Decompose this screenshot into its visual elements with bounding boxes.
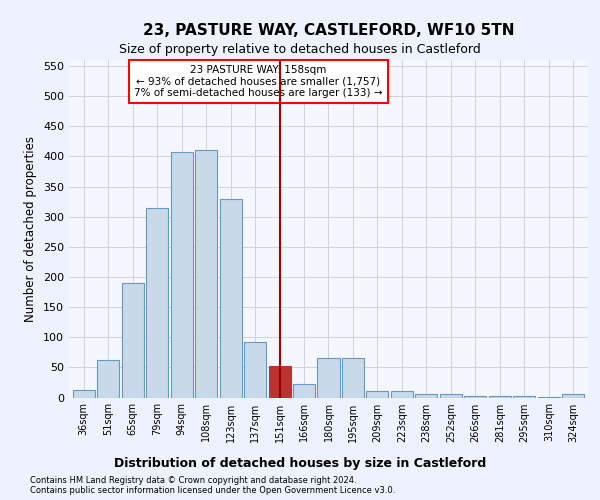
Bar bbox=[562, 394, 584, 398]
Text: Contains public sector information licensed under the Open Government Licence v3: Contains public sector information licen… bbox=[30, 486, 395, 495]
Text: Distribution of detached houses by size in Castleford: Distribution of detached houses by size … bbox=[114, 458, 486, 470]
Bar bbox=[220, 198, 242, 398]
Bar bbox=[367, 391, 388, 398]
Bar bbox=[317, 358, 340, 398]
Text: Contains HM Land Registry data © Crown copyright and database right 2024.: Contains HM Land Registry data © Crown c… bbox=[30, 476, 356, 485]
Bar bbox=[514, 396, 535, 398]
Bar bbox=[244, 342, 266, 398]
Text: Size of property relative to detached houses in Castleford: Size of property relative to detached ho… bbox=[119, 42, 481, 56]
Bar bbox=[195, 150, 217, 398]
Bar bbox=[170, 152, 193, 398]
Bar bbox=[293, 384, 315, 398]
Text: 23 PASTURE WAY: 158sqm
← 93% of detached houses are smaller (1,757)
7% of semi-d: 23 PASTURE WAY: 158sqm ← 93% of detached… bbox=[134, 65, 383, 98]
Bar bbox=[489, 396, 511, 398]
Bar bbox=[538, 397, 560, 398]
Bar bbox=[269, 366, 290, 398]
Bar bbox=[415, 394, 437, 398]
Bar bbox=[73, 390, 95, 398]
Bar bbox=[440, 394, 462, 398]
Bar bbox=[97, 360, 119, 398]
Y-axis label: Number of detached properties: Number of detached properties bbox=[25, 136, 37, 322]
Bar bbox=[464, 396, 487, 398]
Bar bbox=[391, 391, 413, 398]
Bar bbox=[146, 208, 168, 398]
Title: 23, PASTURE WAY, CASTLEFORD, WF10 5TN: 23, PASTURE WAY, CASTLEFORD, WF10 5TN bbox=[143, 23, 514, 38]
Bar bbox=[342, 358, 364, 398]
Bar bbox=[122, 283, 143, 398]
